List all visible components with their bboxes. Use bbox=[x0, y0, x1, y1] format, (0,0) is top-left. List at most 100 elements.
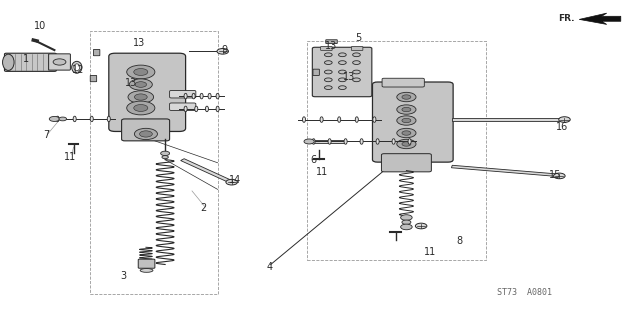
Circle shape bbox=[401, 224, 412, 230]
FancyBboxPatch shape bbox=[326, 40, 337, 44]
Text: 9: 9 bbox=[221, 45, 227, 55]
FancyBboxPatch shape bbox=[321, 47, 332, 50]
Circle shape bbox=[135, 82, 147, 87]
FancyBboxPatch shape bbox=[382, 78, 424, 87]
Circle shape bbox=[127, 101, 155, 115]
Text: 4: 4 bbox=[267, 262, 273, 272]
FancyBboxPatch shape bbox=[4, 53, 56, 71]
Circle shape bbox=[226, 179, 237, 185]
Ellipse shape bbox=[355, 117, 358, 122]
Text: 13: 13 bbox=[133, 38, 146, 48]
Polygon shape bbox=[307, 140, 346, 143]
Circle shape bbox=[134, 94, 147, 100]
Ellipse shape bbox=[376, 139, 379, 144]
Circle shape bbox=[128, 91, 154, 103]
Circle shape bbox=[339, 86, 346, 90]
FancyBboxPatch shape bbox=[90, 75, 97, 82]
Ellipse shape bbox=[192, 93, 195, 99]
Circle shape bbox=[161, 151, 170, 156]
Circle shape bbox=[402, 118, 411, 123]
Ellipse shape bbox=[312, 139, 315, 144]
Circle shape bbox=[402, 95, 411, 99]
Ellipse shape bbox=[360, 139, 363, 144]
FancyBboxPatch shape bbox=[109, 53, 186, 131]
Circle shape bbox=[217, 49, 228, 54]
Circle shape bbox=[554, 173, 565, 179]
Circle shape bbox=[304, 139, 314, 144]
Circle shape bbox=[353, 70, 360, 74]
Text: 7: 7 bbox=[43, 130, 49, 140]
Ellipse shape bbox=[73, 116, 76, 122]
Circle shape bbox=[415, 223, 427, 229]
Circle shape bbox=[324, 53, 332, 57]
Circle shape bbox=[339, 53, 346, 57]
Ellipse shape bbox=[205, 106, 209, 112]
Ellipse shape bbox=[184, 106, 187, 112]
Circle shape bbox=[401, 215, 412, 220]
Circle shape bbox=[353, 61, 360, 64]
Text: 8: 8 bbox=[456, 236, 463, 246]
Ellipse shape bbox=[328, 139, 331, 144]
Ellipse shape bbox=[216, 106, 219, 112]
Ellipse shape bbox=[195, 106, 198, 112]
Text: 13: 13 bbox=[125, 78, 138, 88]
FancyBboxPatch shape bbox=[312, 47, 372, 97]
Circle shape bbox=[49, 116, 60, 121]
Circle shape bbox=[324, 70, 332, 74]
Text: 1: 1 bbox=[22, 54, 29, 64]
Circle shape bbox=[339, 78, 346, 82]
Ellipse shape bbox=[408, 139, 411, 144]
Ellipse shape bbox=[72, 61, 82, 73]
Ellipse shape bbox=[303, 117, 305, 122]
FancyBboxPatch shape bbox=[122, 119, 170, 141]
Ellipse shape bbox=[320, 117, 323, 122]
Circle shape bbox=[402, 107, 411, 112]
Text: 11: 11 bbox=[316, 167, 328, 177]
Text: 6: 6 bbox=[310, 155, 317, 165]
Circle shape bbox=[324, 86, 332, 90]
Text: 11: 11 bbox=[424, 247, 436, 257]
Circle shape bbox=[339, 70, 346, 74]
Text: 13: 13 bbox=[325, 41, 338, 51]
Text: 3: 3 bbox=[120, 271, 126, 281]
Ellipse shape bbox=[56, 116, 59, 122]
Circle shape bbox=[134, 69, 148, 75]
Text: 13: 13 bbox=[342, 72, 355, 82]
Circle shape bbox=[397, 116, 416, 125]
Text: 11: 11 bbox=[64, 151, 77, 162]
Circle shape bbox=[397, 128, 416, 138]
Text: 16: 16 bbox=[556, 122, 568, 132]
FancyBboxPatch shape bbox=[170, 103, 196, 110]
Ellipse shape bbox=[74, 64, 79, 71]
Circle shape bbox=[162, 156, 168, 159]
Ellipse shape bbox=[108, 116, 110, 122]
Circle shape bbox=[353, 78, 360, 82]
Circle shape bbox=[134, 105, 148, 111]
Circle shape bbox=[59, 117, 67, 121]
Text: 2: 2 bbox=[200, 203, 207, 213]
Text: 10: 10 bbox=[33, 21, 46, 31]
Ellipse shape bbox=[3, 54, 14, 70]
Ellipse shape bbox=[216, 93, 219, 99]
Circle shape bbox=[402, 142, 411, 146]
Circle shape bbox=[402, 220, 411, 224]
FancyBboxPatch shape bbox=[170, 90, 196, 98]
Text: 12: 12 bbox=[72, 65, 84, 75]
FancyBboxPatch shape bbox=[313, 69, 319, 75]
Polygon shape bbox=[180, 159, 232, 182]
Circle shape bbox=[324, 61, 332, 64]
Circle shape bbox=[53, 59, 66, 65]
Circle shape bbox=[402, 131, 411, 135]
Circle shape bbox=[324, 78, 332, 82]
Text: 15: 15 bbox=[549, 170, 562, 180]
Circle shape bbox=[397, 105, 416, 114]
Text: 14: 14 bbox=[229, 175, 242, 185]
Circle shape bbox=[134, 128, 157, 140]
Ellipse shape bbox=[338, 117, 340, 122]
Polygon shape bbox=[451, 165, 559, 177]
Text: ST73  A0801: ST73 A0801 bbox=[497, 288, 552, 297]
Circle shape bbox=[559, 117, 570, 122]
Text: 5: 5 bbox=[355, 33, 362, 43]
Polygon shape bbox=[579, 13, 621, 24]
FancyBboxPatch shape bbox=[372, 82, 453, 162]
